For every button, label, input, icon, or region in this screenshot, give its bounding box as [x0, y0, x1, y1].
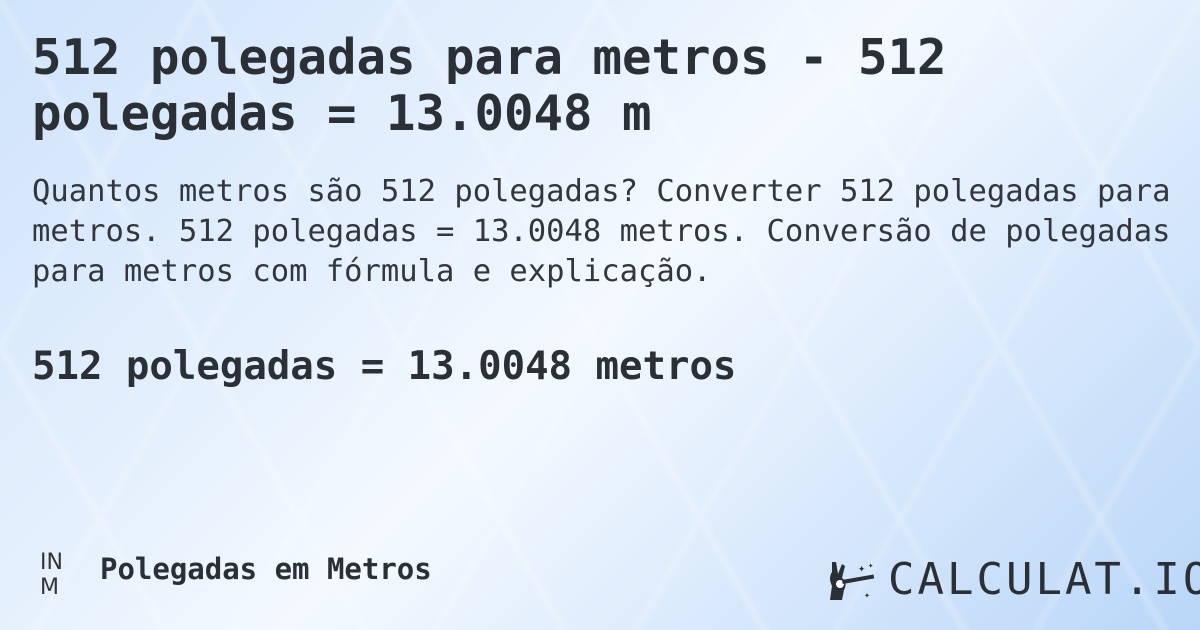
converter-label: Polegadas em Metros: [100, 552, 432, 586]
unit-icon: IN M: [40, 550, 63, 600]
svg-text:✦: ✦: [868, 561, 874, 571]
page-title: 512 polegadas para metros - 512 polegada…: [32, 29, 947, 142]
svg-text:✦: ✦: [864, 590, 870, 601]
unit-icon-line2: M: [40, 575, 59, 600]
magic-hand-icon: ✦ ✦ ✦: [830, 561, 875, 601]
calculat-logo[interactable]: ✦ ✦ ✦ CALCULAT.IO: [828, 556, 1200, 604]
svg-text:✦: ✦: [858, 561, 865, 575]
logo-text: CALCULAT.IO: [888, 554, 1200, 605]
unit-icon-line1: IN: [40, 550, 63, 575]
description: Quantos metros são 512 polegadas? Conver…: [32, 174, 1171, 289]
conversion-result: 512 polegadas = 13.0048 metros: [32, 344, 737, 389]
